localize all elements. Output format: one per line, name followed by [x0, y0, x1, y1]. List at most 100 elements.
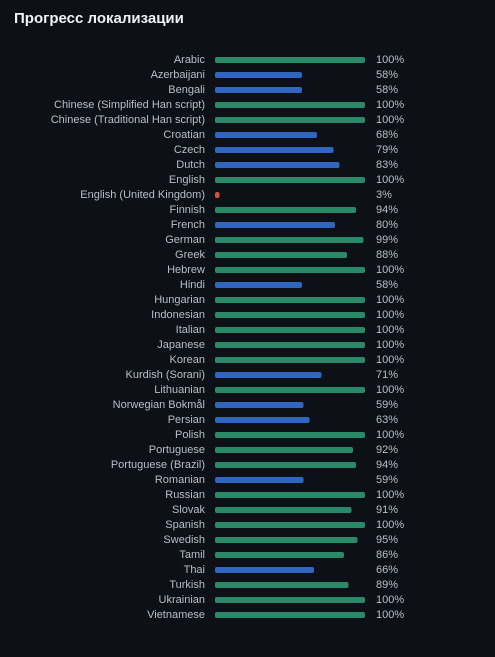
language-label: Slovak: [172, 504, 206, 516]
language-label: Czech: [174, 144, 205, 156]
percent-label: 99%: [376, 234, 398, 246]
language-label: Italian: [176, 324, 205, 336]
percent-label: 100%: [376, 339, 404, 351]
percent-label: 100%: [376, 354, 404, 366]
language-label: Romanian: [155, 474, 205, 486]
percent-label: 100%: [376, 294, 404, 306]
progress-bar: [215, 297, 365, 303]
percent-label: 94%: [376, 459, 398, 471]
percent-label: 100%: [376, 54, 404, 66]
language-label: Hindi: [180, 279, 205, 291]
progress-bar: [215, 447, 353, 453]
percent-label: 58%: [376, 84, 398, 96]
language-label: Portuguese (Brazil): [111, 459, 205, 471]
percent-label: 100%: [376, 594, 404, 606]
language-label: Hebrew: [167, 264, 205, 276]
progress-bar: [215, 567, 314, 573]
progress-bar: [215, 132, 317, 138]
percent-label: 100%: [376, 99, 404, 111]
progress-bar: [215, 597, 365, 603]
progress-bar: [215, 357, 365, 363]
percent-label: 79%: [376, 144, 398, 156]
progress-bar: [215, 222, 335, 228]
percent-label: 83%: [376, 159, 398, 171]
percent-label: 80%: [376, 219, 398, 231]
progress-bar: [215, 72, 302, 78]
progress-bar: [215, 162, 340, 168]
progress-bar: [215, 102, 365, 108]
progress-bar: [215, 612, 365, 618]
language-label: Vietnamese: [147, 609, 205, 621]
language-label: Tamil: [179, 549, 205, 561]
progress-bar: [215, 522, 365, 528]
progress-bar: [215, 492, 365, 498]
percent-label: 88%: [376, 249, 398, 261]
language-label: English (United Kingdom): [80, 189, 205, 201]
progress-bar: [215, 147, 334, 153]
percent-label: 86%: [376, 549, 398, 561]
language-label: Chinese (Traditional Han script): [51, 114, 205, 126]
progress-bar: [215, 282, 302, 288]
language-label: Finnish: [170, 204, 205, 216]
percent-label: 100%: [376, 429, 404, 441]
percent-label: 100%: [376, 324, 404, 336]
progress-bar: [215, 327, 365, 333]
percent-label: 68%: [376, 129, 398, 141]
language-label: Ukrainian: [159, 594, 205, 606]
progress-bar: [215, 417, 310, 423]
language-label: Norwegian Bokmål: [113, 399, 205, 411]
percent-label: 63%: [376, 414, 398, 426]
language-label: Russian: [165, 489, 205, 501]
percent-label: 91%: [376, 504, 398, 516]
language-label: English: [169, 174, 205, 186]
progress-bar: [215, 432, 365, 438]
progress-bar: [215, 402, 304, 408]
progress-bar: [215, 342, 365, 348]
progress-bar: [215, 477, 304, 483]
language-label: Croatian: [163, 129, 205, 141]
percent-label: 59%: [376, 399, 398, 411]
progress-bar: [215, 462, 356, 468]
percent-label: 100%: [376, 519, 404, 531]
language-label: Arabic: [174, 54, 206, 66]
progress-bar: [215, 207, 356, 213]
progress-bar: [215, 552, 344, 558]
language-label: Portuguese: [149, 444, 205, 456]
progress-bar: [215, 267, 365, 273]
language-label: Dutch: [176, 159, 205, 171]
language-label: Chinese (Simplified Han script): [54, 99, 205, 111]
chart-title: Прогресс локализации: [14, 10, 184, 27]
progress-bar: [215, 537, 358, 543]
language-label: Indonesian: [151, 309, 205, 321]
percent-label: 100%: [376, 309, 404, 321]
percent-label: 58%: [376, 69, 398, 81]
progress-bar: [215, 387, 365, 393]
percent-label: 94%: [376, 204, 398, 216]
progress-bar: [215, 372, 322, 378]
percent-label: 100%: [376, 264, 404, 276]
progress-bar: [215, 582, 349, 588]
language-label: German: [165, 234, 205, 246]
language-label: Korean: [170, 354, 205, 366]
percent-label: 3%: [376, 189, 392, 201]
language-label: Greek: [175, 249, 205, 261]
progress-bar: [215, 237, 364, 243]
language-label: Persian: [168, 414, 205, 426]
progress-bar: [215, 87, 302, 93]
language-label: Japanese: [157, 339, 205, 351]
language-label: Azerbaijani: [151, 69, 205, 81]
percent-label: 100%: [376, 489, 404, 501]
percent-label: 100%: [376, 384, 404, 396]
language-label: Hungarian: [154, 294, 205, 306]
percent-label: 59%: [376, 474, 398, 486]
progress-bar: [215, 252, 347, 258]
percent-label: 71%: [376, 369, 398, 381]
percent-label: 100%: [376, 114, 404, 126]
progress-bar: [215, 177, 365, 183]
progress-bar: [215, 117, 365, 123]
percent-label: 92%: [376, 444, 398, 456]
language-label: Turkish: [169, 579, 205, 591]
language-label: Lithuanian: [154, 384, 205, 396]
language-label: Kurdish (Sorani): [126, 369, 205, 381]
